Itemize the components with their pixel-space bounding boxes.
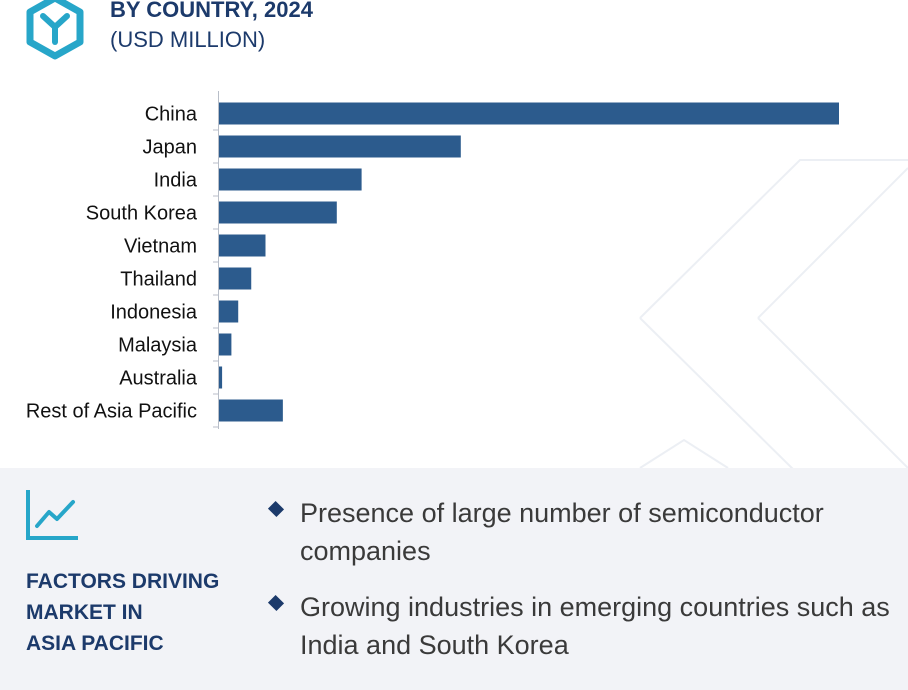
bar-india xyxy=(219,168,362,191)
panel-title-line: ASIA PACIFIC xyxy=(26,632,164,655)
factor-text: Growing industries in emerging countries… xyxy=(300,592,890,660)
panel-title: FACTORS DRIVING MARKET IN ASIA PACIFIC xyxy=(26,566,246,659)
diamond-bullet-icon xyxy=(267,594,285,612)
category-label: Malaysia xyxy=(118,335,198,357)
bar-chart: China Japan India South Korea Vietnam Thailan… xyxy=(26,91,839,429)
category-label: Vietnam xyxy=(124,236,197,258)
category-label: Japan xyxy=(143,137,198,159)
cube-logo-icon xyxy=(26,0,84,60)
panel-title-line: FACTORS DRIVING xyxy=(26,570,220,593)
bar-malaysia xyxy=(219,333,232,356)
panel-title-line: MARKET IN xyxy=(26,601,143,624)
bar-china xyxy=(219,102,839,125)
factors-panel: FACTORS DRIVING MARKET IN ASIA PACIFIC P… xyxy=(0,468,908,690)
diamond-bullet-icon xyxy=(267,500,285,518)
category-label: Thailand xyxy=(120,269,197,291)
bar-south-korea xyxy=(219,201,337,224)
bar-thailand xyxy=(219,267,252,290)
factor-item: Presence of large number of semiconducto… xyxy=(266,494,896,570)
bar-australia xyxy=(219,366,223,389)
category-label: Rest of Asia Pacific xyxy=(26,401,197,423)
bar-rest-of-asia-pacific xyxy=(219,399,283,422)
bar-japan xyxy=(219,135,461,158)
trend-line-icon xyxy=(26,490,78,540)
chart-title: BY COUNTRY, 2024 xyxy=(110,0,313,22)
factor-text: Presence of large number of semiconducto… xyxy=(300,498,824,566)
category-label: Indonesia xyxy=(110,302,198,324)
category-label: Australia xyxy=(119,368,198,390)
factor-item: Growing industries in emerging countries… xyxy=(266,588,896,664)
chart-subtitle: (USD MILLION) xyxy=(110,27,266,52)
category-label: South Korea xyxy=(86,203,198,225)
factor-list: Presence of large number of semiconducto… xyxy=(266,494,896,682)
chart-header: BY COUNTRY, 2024 (USD MILLION) xyxy=(0,0,908,70)
category-label: China xyxy=(145,104,198,126)
bar-indonesia xyxy=(219,300,239,323)
bar-vietnam xyxy=(219,234,266,257)
category-label: India xyxy=(154,170,198,192)
